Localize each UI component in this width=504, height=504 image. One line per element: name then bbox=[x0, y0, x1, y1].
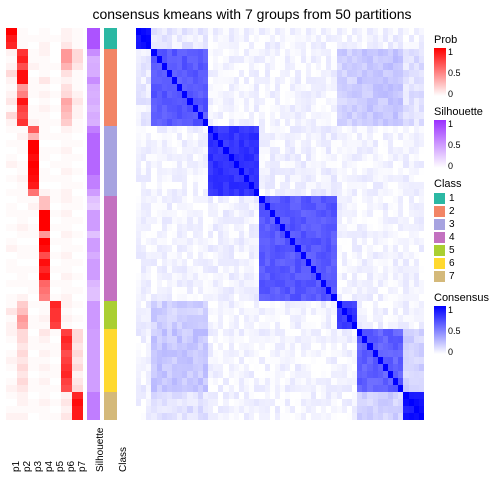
legend-class-item-5: 5 bbox=[434, 244, 500, 256]
class-col bbox=[104, 28, 117, 420]
legend-prob: Prob 10.50 bbox=[434, 34, 500, 96]
axis-label-p5: p5 bbox=[55, 461, 66, 472]
legend-class-item-2: 2 bbox=[434, 205, 500, 217]
legend-class-item-7: 7 bbox=[434, 270, 500, 282]
legend-class-item-3: 3 bbox=[434, 218, 500, 230]
prob-col-p5 bbox=[50, 28, 61, 420]
legend-silhouette-gradient bbox=[434, 120, 446, 168]
consensus-heatmap bbox=[136, 28, 424, 420]
prob-col-p1 bbox=[6, 28, 17, 420]
axis-label-p3: p3 bbox=[33, 461, 44, 472]
prob-col-p2 bbox=[17, 28, 28, 420]
legend-silhouette-title: Silhouette bbox=[434, 106, 500, 118]
axis-label-Class: Class bbox=[118, 447, 129, 472]
legend-class-item-6: 6 bbox=[434, 257, 500, 269]
legend-prob-title: Prob bbox=[434, 34, 500, 46]
legend-class-item-1: 1 bbox=[434, 192, 500, 204]
legend-consensus-gradient bbox=[434, 306, 446, 354]
plot-area: p1p2p3p4p5p6p7SilhouetteClass bbox=[6, 28, 426, 458]
axis-label-p2: p2 bbox=[22, 461, 33, 472]
prob-col-p6 bbox=[61, 28, 72, 420]
legend-prob-gradient bbox=[434, 48, 446, 96]
axis-label-p1: p1 bbox=[11, 461, 22, 472]
axis-label-Silhouette: Silhouette bbox=[95, 428, 106, 472]
silhouette-col bbox=[87, 28, 100, 420]
legend-class-item-4: 4 bbox=[434, 231, 500, 243]
prob-col-p4 bbox=[39, 28, 50, 420]
axis-label-p7: p7 bbox=[77, 461, 88, 472]
legend-consensus: Consensus 10.50 bbox=[434, 292, 500, 354]
prob-col-p7 bbox=[72, 28, 83, 420]
legend-silhouette: Silhouette 10.50 bbox=[434, 106, 500, 168]
axis-label-p6: p6 bbox=[66, 461, 77, 472]
legend-consensus-title: Consensus bbox=[434, 292, 500, 304]
legend-class: Class 1234567 bbox=[434, 178, 500, 282]
annotation-columns bbox=[6, 28, 117, 420]
prob-col-p3 bbox=[28, 28, 39, 420]
axis-label-p4: p4 bbox=[44, 461, 55, 472]
legend-class-title: Class bbox=[434, 178, 500, 190]
plot-title: consensus kmeans with 7 groups from 50 p… bbox=[0, 0, 504, 22]
legends-panel: Prob 10.50 Silhouette 10.50 Class 123456… bbox=[434, 34, 500, 364]
